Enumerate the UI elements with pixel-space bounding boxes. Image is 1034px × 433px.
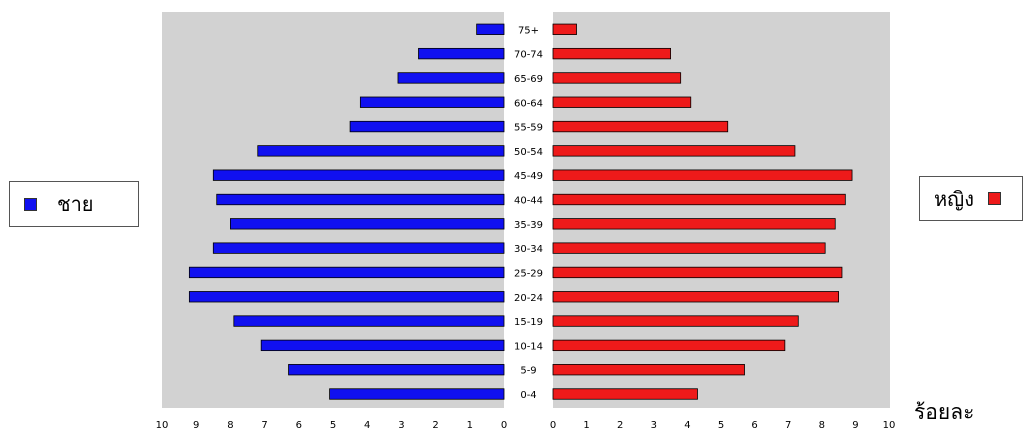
age-group-label: 70-74 bbox=[514, 50, 543, 61]
x-tick-label-right: 4 bbox=[684, 420, 690, 431]
female-bar bbox=[552, 120, 729, 133]
male-bar bbox=[212, 169, 505, 181]
x-tick-label-right: 7 bbox=[785, 420, 791, 431]
female-bar bbox=[552, 315, 799, 327]
age-group-label: 60-64 bbox=[514, 98, 543, 109]
age-group-label: 35-39 bbox=[514, 220, 543, 231]
age-group-label: 75+ bbox=[518, 25, 539, 36]
male-bar bbox=[188, 266, 505, 279]
age-group-label: 50-54 bbox=[514, 147, 543, 158]
age-group-label: 20-24 bbox=[514, 293, 543, 304]
age-group-label: 45-49 bbox=[514, 171, 543, 182]
age-group-label: 10-14 bbox=[514, 341, 543, 352]
x-tick-label-left: 9 bbox=[193, 420, 199, 431]
female-bar bbox=[552, 193, 846, 206]
age-group-label: 65-69 bbox=[514, 74, 543, 85]
x-tick-label-right: 1 bbox=[583, 420, 589, 431]
female-bar bbox=[552, 242, 826, 254]
x-tick-label-left: 7 bbox=[261, 420, 267, 431]
male-bar bbox=[397, 72, 505, 84]
x-tick-label-right: 2 bbox=[617, 420, 623, 431]
male-bar bbox=[229, 218, 505, 230]
age-group-label: 0-4 bbox=[520, 390, 536, 401]
age-group-label: 15-19 bbox=[514, 317, 543, 328]
female-bar bbox=[552, 169, 853, 181]
male-bar bbox=[233, 315, 505, 327]
male-bar bbox=[359, 96, 505, 108]
x-tick-label-right: 0 bbox=[550, 420, 556, 431]
x-tick-label-right: 9 bbox=[852, 420, 858, 431]
x-tick-label-left: 5 bbox=[330, 420, 336, 431]
x-tick-label-left: 1 bbox=[467, 420, 473, 431]
female-bar bbox=[552, 364, 745, 376]
female-swatch bbox=[988, 192, 1001, 205]
x-tick-label-left: 3 bbox=[398, 420, 404, 431]
male-bar bbox=[476, 23, 505, 35]
male-bar bbox=[260, 339, 505, 352]
age-group-label: 30-34 bbox=[514, 244, 543, 255]
legend-female-label: หญิง bbox=[934, 186, 974, 211]
x-axis-unit-label: ร้อยละ bbox=[914, 400, 975, 424]
female-bar bbox=[552, 145, 796, 157]
female-bar bbox=[552, 266, 843, 279]
male-bar bbox=[349, 120, 505, 133]
female-bar bbox=[552, 47, 671, 60]
female-bar bbox=[552, 23, 577, 35]
x-tick-label-right: 5 bbox=[718, 420, 724, 431]
female-bar bbox=[552, 218, 836, 230]
female-bar bbox=[552, 72, 682, 84]
legend-female: หญิง bbox=[919, 176, 1023, 221]
legend-male: ชาย bbox=[9, 181, 139, 227]
age-group-label: 55-59 bbox=[514, 123, 543, 134]
male-bar bbox=[188, 291, 505, 303]
legend-male-label: ชาย bbox=[57, 192, 94, 216]
male-bar bbox=[216, 193, 505, 206]
x-tick-label-right: 3 bbox=[651, 420, 657, 431]
female-bar bbox=[552, 291, 840, 303]
female-bar bbox=[552, 96, 692, 108]
male-bar bbox=[418, 47, 505, 60]
age-label-column bbox=[504, 12, 553, 408]
x-tick-label-right: 6 bbox=[751, 420, 757, 431]
x-tick-label-left: 10 bbox=[156, 420, 169, 431]
x-tick-label-left: 8 bbox=[227, 420, 233, 431]
male-bar bbox=[288, 364, 505, 376]
x-tick-label-left: 2 bbox=[432, 420, 438, 431]
female-bar bbox=[552, 388, 698, 400]
x-tick-label-right: 10 bbox=[883, 420, 896, 431]
female-bar bbox=[552, 339, 786, 352]
x-tick-label-left: 6 bbox=[296, 420, 302, 431]
male-bar bbox=[257, 145, 505, 157]
x-tick-label-left: 0 bbox=[501, 420, 507, 431]
male-bar bbox=[212, 242, 505, 254]
male-bar bbox=[329, 388, 505, 400]
x-tick-label-left: 4 bbox=[364, 420, 370, 431]
age-group-label: 5-9 bbox=[520, 366, 536, 377]
age-group-label: 25-29 bbox=[514, 268, 543, 279]
male-swatch bbox=[24, 197, 37, 211]
x-tick-label-right: 8 bbox=[819, 420, 825, 431]
age-group-label: 40-44 bbox=[514, 196, 543, 207]
